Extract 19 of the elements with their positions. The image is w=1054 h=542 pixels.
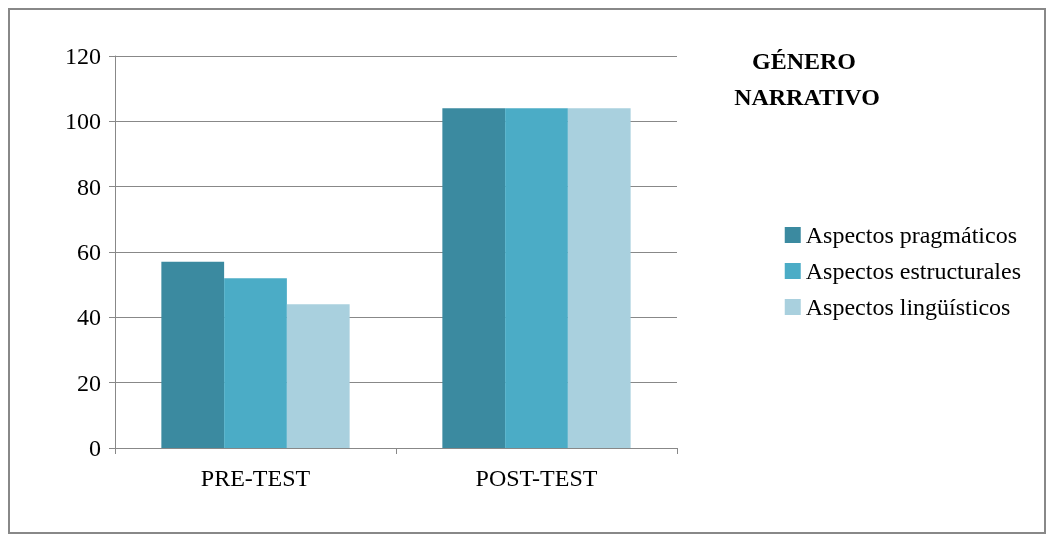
legend-label: Aspectos pragmáticos	[805, 222, 1018, 248]
y-tick-label: 60	[77, 239, 101, 265]
y-tick-label: 0	[89, 435, 101, 461]
bar	[505, 108, 568, 448]
bar	[442, 108, 506, 448]
y-tick-label: 100	[65, 108, 101, 135]
x-tick-label: POST-TEST	[475, 465, 598, 491]
legend-label: Aspectos lingüísticos	[805, 294, 1011, 320]
bar	[567, 108, 631, 448]
y-tick-label: 80	[77, 173, 101, 200]
text: GÉNERO NARRATIVO	[734, 48, 880, 110]
y-tick-label: 20	[77, 369, 101, 396]
y-tick-label: 120	[65, 43, 101, 69]
bar	[286, 304, 350, 448]
bar	[161, 261, 225, 448]
bar	[224, 278, 287, 448]
legend-label: Aspectos estructurales	[805, 258, 1021, 284]
x-tick-label: PRE-TEST	[200, 465, 311, 491]
y-tick-label: 40	[77, 304, 101, 331]
